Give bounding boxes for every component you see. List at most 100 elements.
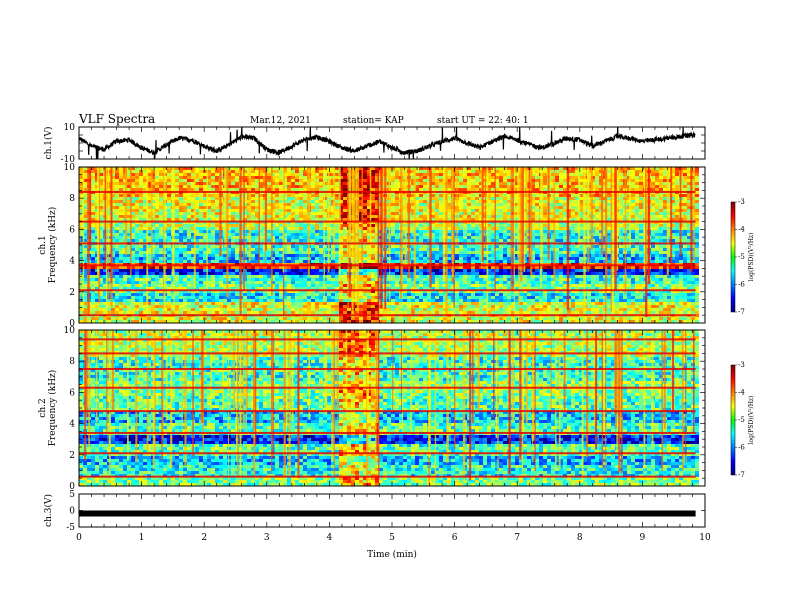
spectrogram-cell (255, 272, 260, 276)
spectrogram-cell (179, 203, 184, 207)
spectrogram-cell (423, 305, 428, 309)
spectrogram-cell (167, 179, 172, 183)
spectrogram-cell (311, 173, 316, 177)
spectrogram-cell (235, 182, 240, 186)
spectrogram-cell (359, 311, 364, 315)
spectrogram-cell (423, 278, 428, 282)
spectrogram-cell (295, 281, 300, 285)
spectrogram-cell (211, 212, 216, 216)
spectrogram-cell (343, 302, 348, 306)
spectrogram-cell (131, 302, 136, 306)
spectrogram-cell (251, 170, 256, 174)
spectrogram-cell (211, 185, 216, 189)
spectrogram-cell (235, 179, 240, 183)
spectrogram-cell (187, 305, 192, 309)
spectrogram-cell (331, 284, 336, 288)
spectrogram-cell (395, 185, 400, 189)
spectrogram-cell (363, 284, 368, 288)
spectrogram-cell (295, 269, 300, 273)
spectrogram-cell (343, 170, 348, 174)
spectrogram-cell (275, 245, 280, 249)
spectrogram-cell (135, 236, 140, 240)
spectrogram-cell (179, 254, 184, 258)
spectrogram-cell (387, 293, 392, 297)
spectrogram-cell (235, 248, 240, 252)
spectrogram-cell (311, 308, 316, 312)
spectrogram-cell (155, 251, 160, 255)
spectrogram-cell (311, 194, 316, 198)
spectrogram-cell (299, 260, 304, 264)
spectrogram-cell (387, 305, 392, 309)
spectrogram-cell (319, 317, 324, 321)
spectrogram-cell (91, 311, 96, 315)
spectrogram-cell (419, 311, 424, 315)
spectrogram-cell (267, 275, 272, 279)
spectrogram-cell (331, 278, 336, 282)
spectrogram-cell (267, 173, 272, 177)
spectrogram-cell (151, 299, 156, 303)
spectrogram-cell (367, 296, 372, 300)
spectrogram-cell (247, 269, 252, 273)
spectrogram-cell (303, 170, 308, 174)
spectrogram-cell (387, 272, 392, 276)
spectrogram-cell (279, 311, 284, 315)
spectrogram-cell (211, 308, 216, 312)
spectrogram-cell (187, 236, 192, 240)
spectrogram-cell (211, 305, 216, 309)
spectrogram-cell (195, 293, 200, 297)
spectrogram-cell (119, 272, 124, 276)
spectrogram-cell (435, 269, 440, 273)
spectrogram-cell (279, 305, 284, 309)
spectrogram-cell (423, 317, 428, 321)
spectrogram-cell (183, 167, 188, 171)
spectrogram-cell (419, 251, 424, 255)
spectrogram-cell (223, 308, 228, 312)
spectrogram-cell (91, 227, 96, 231)
spectrogram-cell (363, 296, 368, 300)
spectrogram-cell (231, 284, 236, 288)
spectrogram-cell (435, 245, 440, 249)
spectrogram-cell (347, 299, 352, 303)
spectrogram-cell (199, 227, 204, 231)
spectrogram-cell (159, 296, 164, 300)
spectrogram-cell (419, 266, 424, 270)
spectrogram-cell (179, 182, 184, 186)
spectrogram-cell (151, 296, 156, 300)
spectrogram-cell (423, 272, 428, 276)
spectrogram-cell (299, 254, 304, 258)
spectrogram-cell (187, 215, 192, 219)
spectrogram-cell (187, 266, 192, 270)
spectrogram-cell (235, 296, 240, 300)
spectrogram-cell (115, 257, 120, 261)
spectrogram-cell (387, 296, 392, 300)
spectrogram-cell (139, 266, 144, 270)
spectrogram-cell (235, 302, 240, 306)
spectrogram-cell (307, 296, 312, 300)
spectrogram-cell (423, 200, 428, 204)
spectrogram-cell (119, 233, 124, 237)
spectrogram-cell (191, 311, 196, 315)
spectrogram-cell (175, 182, 180, 186)
spectrogram-cell (291, 176, 296, 180)
spectrogram-cell (183, 197, 188, 201)
spectrogram-cell (371, 233, 376, 237)
spectrogram-cell (271, 299, 276, 303)
spectrogram-cell (171, 296, 176, 300)
spectrogram-cell (363, 266, 368, 270)
spectrogram-cell (179, 224, 184, 228)
spectrogram-cell (183, 200, 188, 204)
spectrogram-cell (127, 311, 132, 315)
spectrogram-cell (119, 296, 124, 300)
spectrogram-cell (419, 206, 424, 210)
spectrogram-cell (247, 305, 252, 309)
spectrogram-cell (335, 308, 340, 312)
spectrogram-cell (343, 293, 348, 297)
spectrogram-cell (363, 212, 368, 216)
spectrogram-cell (95, 311, 100, 315)
spectrogram-cell (91, 293, 96, 297)
spectrogram-cell (199, 284, 204, 288)
spectrogram-cell (191, 317, 196, 321)
spectrogram-cell (299, 176, 304, 180)
spectrogram-cell (395, 296, 400, 300)
